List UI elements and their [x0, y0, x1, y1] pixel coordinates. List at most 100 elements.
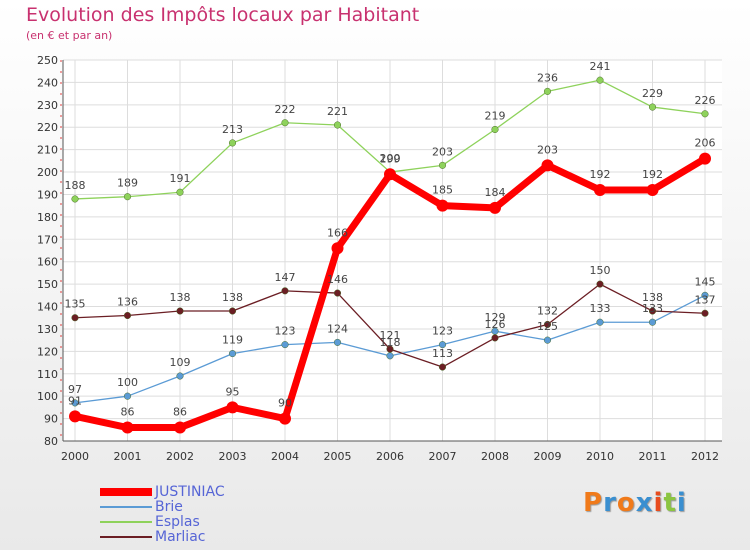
logo-letter: P: [583, 488, 604, 518]
legend-swatch: [100, 506, 152, 508]
data-point: [594, 183, 606, 196]
data-point: [279, 412, 291, 425]
data-label: 133: [642, 302, 663, 315]
data-label: 95: [226, 385, 240, 398]
data-label: 137: [695, 293, 716, 306]
data-point: [123, 311, 132, 320]
y-tick-label: 250: [37, 54, 58, 67]
data-label: 150: [590, 264, 611, 277]
data-label: 86: [173, 406, 187, 419]
data-point: [123, 193, 132, 201]
data-label: 97: [68, 383, 82, 396]
x-tick-label: 2004: [271, 450, 299, 463]
data-label: 200: [380, 152, 401, 165]
data-label: 199: [380, 152, 401, 165]
data-label: 133: [590, 302, 611, 315]
y-tick-label: 170: [37, 233, 58, 246]
logo-letter: r: [603, 488, 617, 518]
chart-title: Evolution des Impôts locaux par Habitant: [26, 4, 420, 26]
y-tick-label: 200: [37, 166, 58, 179]
data-label: 189: [117, 177, 138, 190]
data-label: 221: [327, 105, 348, 118]
data-label: 184: [485, 186, 506, 199]
data-label: 146: [327, 273, 348, 286]
data-point: [646, 183, 659, 196]
data-point: [71, 399, 79, 407]
logo-letter: i: [653, 488, 664, 518]
data-label: 86: [121, 406, 135, 419]
data-label: 118: [380, 336, 401, 349]
grid-lines: [63, 59, 722, 442]
data-point: [281, 341, 289, 349]
data-label: 188: [65, 179, 86, 192]
legend-label: Brie: [155, 499, 183, 515]
legend-item-brie: Brie: [100, 499, 183, 515]
data-label: 126: [485, 318, 506, 331]
y-tick-label: 160: [37, 256, 58, 269]
data-point: [701, 110, 709, 118]
data-point: [333, 289, 342, 297]
data-point: [438, 161, 447, 169]
logo-letter: x: [635, 488, 654, 518]
data-point: [228, 307, 237, 315]
legend-label: JUSTINIAC: [155, 484, 225, 500]
logo-letter: o: [616, 488, 636, 518]
data-label: 185: [432, 184, 453, 197]
data-label: 219: [485, 109, 506, 122]
data-label: 91: [68, 394, 82, 407]
data-point: [123, 392, 132, 400]
data-point: [541, 159, 554, 172]
x-tick-label: 2008: [481, 450, 509, 463]
legend-item-justiniac: JUSTINIAC: [100, 484, 225, 500]
data-point: [543, 336, 552, 344]
data-point: [699, 152, 711, 165]
data-label: 206: [695, 137, 716, 150]
data-label: 229: [642, 87, 663, 100]
data-point: [386, 352, 394, 360]
data-label: 147: [275, 271, 296, 284]
data-label: 166: [327, 226, 348, 239]
data-labels: 97 100 109 119 123 124 118 123 129 125 133 133 145 18…: [65, 60, 716, 418]
y-tick-label: 230: [37, 99, 58, 112]
data-label: 222: [275, 103, 296, 116]
y-tick-label: 150: [37, 278, 58, 291]
x-tick-label: 2001: [114, 450, 142, 463]
logo-letter: t: [663, 488, 677, 518]
data-label: 236: [537, 71, 558, 84]
data-label: 192: [642, 168, 663, 181]
y-tick-label: 120: [37, 345, 58, 358]
data-point: [489, 201, 501, 214]
y-tick-label: 210: [37, 144, 58, 157]
x-tick-label: 2010: [586, 450, 614, 463]
x-tick-label: 2003: [219, 450, 247, 463]
data-point: [176, 372, 184, 380]
data-point: [701, 291, 709, 299]
data-point: [701, 309, 709, 317]
y-tick-label: 240: [37, 76, 58, 89]
data-label: 121: [380, 329, 401, 342]
y-tick-label: 110: [37, 368, 58, 381]
data-point: [121, 421, 134, 434]
y-tick-label: 90: [44, 413, 58, 426]
data-point: [281, 287, 289, 295]
data-label: 213: [222, 123, 243, 136]
plot-background: [63, 60, 722, 441]
y-tick-label: 80: [44, 435, 58, 448]
data-point: [228, 139, 237, 147]
data-label: 226: [695, 94, 716, 107]
y-tick-label: 190: [37, 188, 58, 201]
data-label: 241: [590, 60, 611, 73]
data-label: 119: [222, 334, 243, 347]
data-label: 124: [327, 322, 348, 335]
data-point: [71, 195, 79, 203]
x-tick-label: 2002: [166, 450, 194, 463]
data-label: 138: [170, 291, 191, 304]
x-tick-label: 2006: [376, 450, 404, 463]
data-point: [281, 119, 289, 127]
data-point: [176, 188, 184, 196]
data-label: 132: [537, 304, 558, 317]
x-tick-label: 2005: [324, 450, 352, 463]
data-point: [386, 345, 394, 353]
data-label: 138: [642, 291, 663, 304]
axes: 8090100110120130140150160170180190200210…: [37, 54, 722, 463]
